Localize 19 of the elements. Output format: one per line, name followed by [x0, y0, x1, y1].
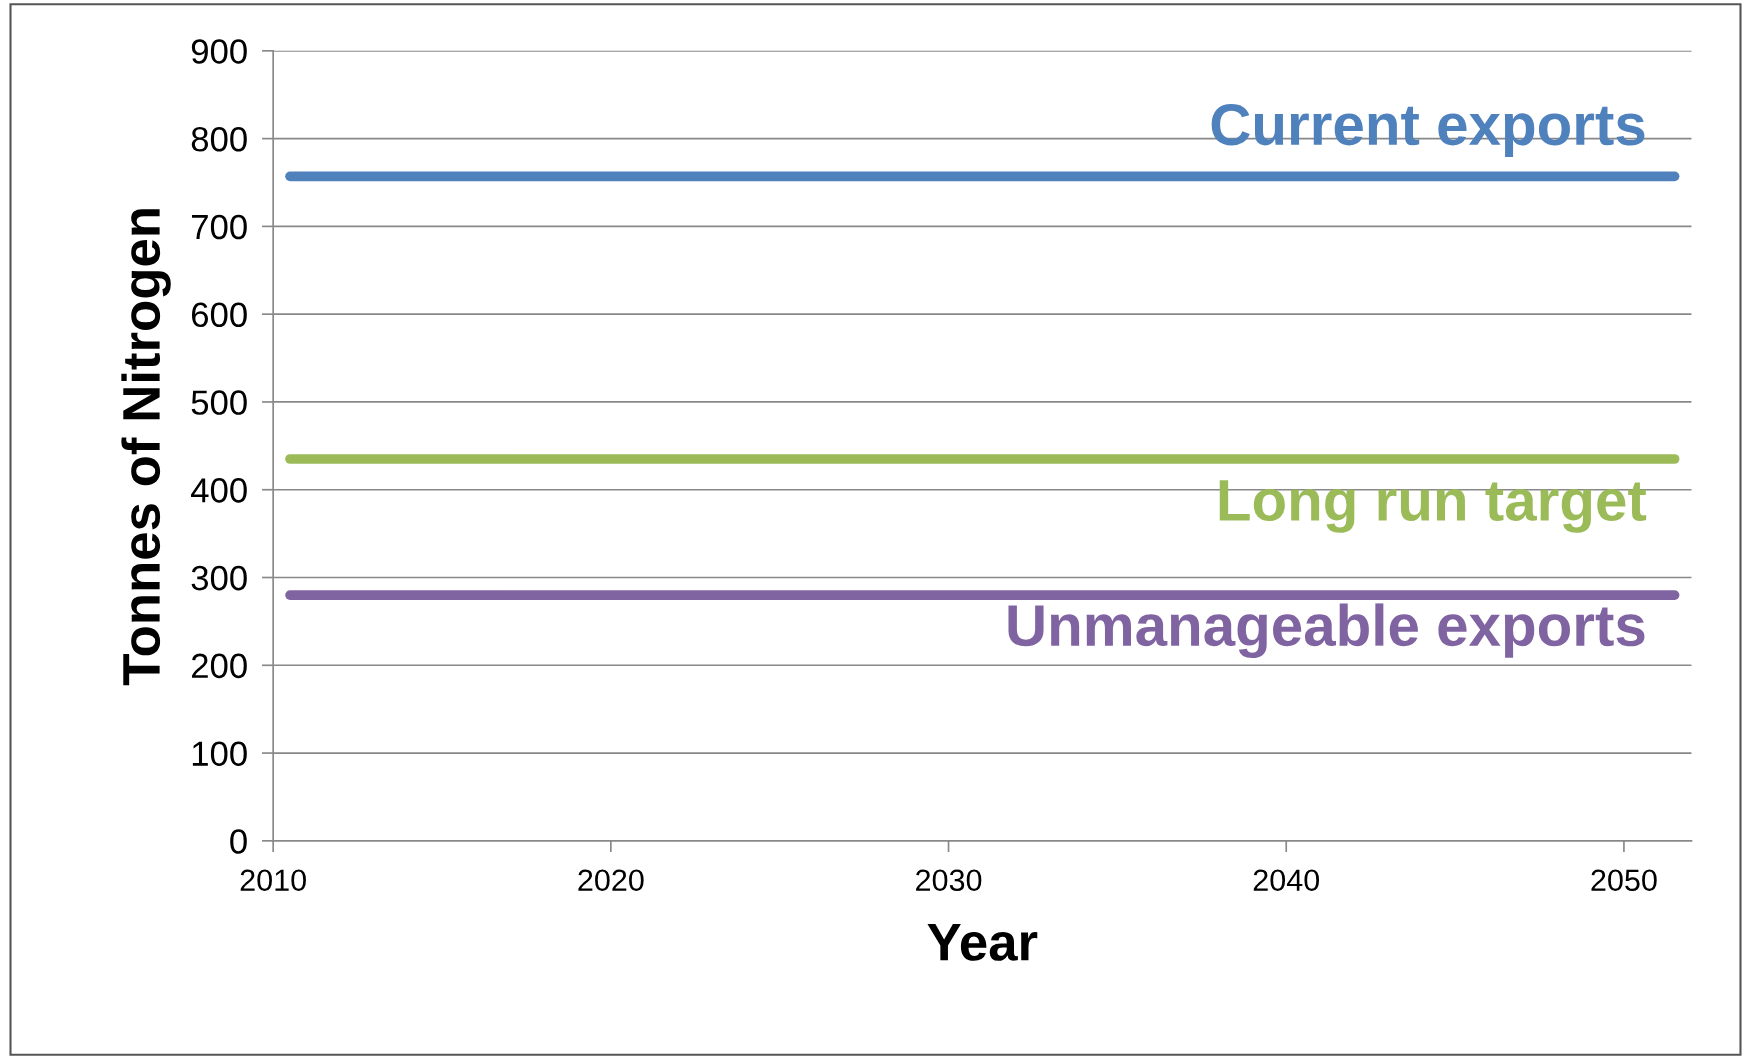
- y-tick-label: 600: [191, 302, 247, 328]
- x-tick-label: 2050: [1591, 869, 1657, 892]
- y-tick-label: 500: [191, 390, 247, 415]
- y-tick-label: 100: [192, 741, 247, 766]
- x-tick-label: 2030: [916, 869, 982, 892]
- y-tick-label: 700: [192, 214, 247, 240]
- y-tick-label: 0: [230, 829, 247, 854]
- y-tick-label: 300: [191, 565, 247, 591]
- series-label: Unmanageable exports: [1008, 603, 1645, 659]
- y-tick-label: 200: [191, 653, 247, 679]
- series-label: Long run target: [1219, 480, 1647, 533]
- x-tick-label: 2010: [240, 869, 306, 892]
- x-tick-label: 2020: [578, 869, 644, 892]
- y-tick-label: 800: [191, 126, 247, 152]
- y-tick-label: 900: [191, 39, 247, 64]
- y-axis-title: Tonnes of Nitrogen: [121, 209, 171, 686]
- x-tick-label: 2040: [1253, 869, 1320, 892]
- x-axis-title: Year: [927, 924, 1038, 961]
- y-tick-label: 400: [191, 478, 247, 503]
